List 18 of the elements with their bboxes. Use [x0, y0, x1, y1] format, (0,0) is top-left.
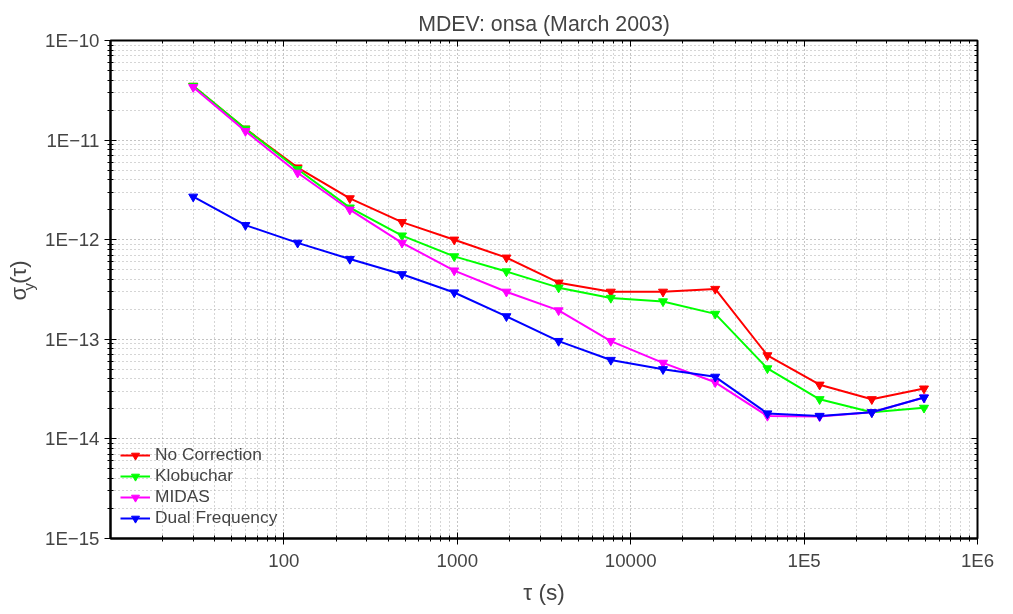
y-tick-label: 1E−10	[45, 30, 100, 51]
y-axis-title: σy(τ)	[5, 260, 37, 301]
y-tick-label: 1E−15	[45, 528, 100, 549]
x-tick-label: 1E5	[787, 549, 821, 571]
y-tick-label: 1E−13	[45, 328, 100, 350]
x-tick-label: 10000	[604, 549, 657, 571]
y-tick-label: 1E−12	[45, 229, 100, 251]
legend-label: Dual Frequency	[155, 507, 278, 528]
legend-label: Klobuchar	[155, 465, 234, 486]
x-tick-label: 1000	[436, 549, 479, 571]
y-tick-label: 1E−14	[45, 428, 100, 450]
legend-label: No Correction	[155, 444, 262, 465]
x-axis-title: τ (s)	[523, 578, 565, 605]
y-tick-label: 1E−11	[46, 129, 100, 151]
legend-label: MIDAS	[155, 486, 210, 507]
x-tick-label: 100	[268, 549, 300, 571]
chart-title: MDEV: onsa (March 2003)	[418, 11, 670, 36]
x-tick-label: 1E6	[960, 549, 995, 571]
